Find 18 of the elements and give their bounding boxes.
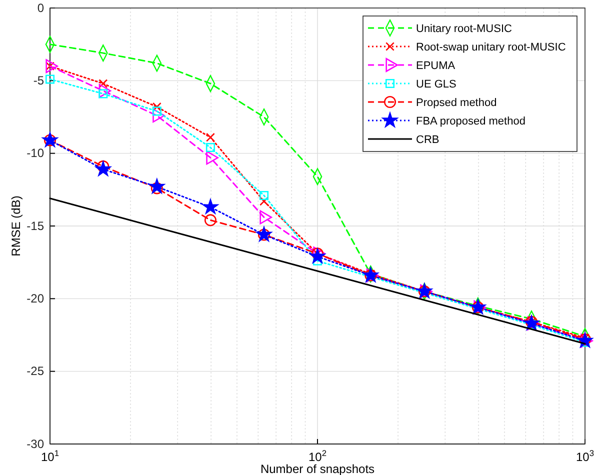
legend-label: UE GLS [416, 78, 456, 90]
legend-label: EPUMA [416, 60, 456, 72]
y-tick-label: -10 [26, 146, 44, 160]
legend-label: Propsed method [416, 97, 497, 109]
x-tick-label: 10$^{2}$ [308, 448, 327, 464]
y-axis-title: RMSE (dB) [9, 196, 23, 256]
legend-label: CRB [416, 134, 440, 146]
y-tick-label: -15 [26, 218, 44, 233]
x-tick-label: 10$^{3}$ [576, 448, 594, 464]
legend-label: FBA proposed method [416, 116, 526, 128]
y-tick-label: -30 [26, 436, 44, 451]
x-tick-label: 10$^{1}$ [40, 448, 60, 464]
y-tick-label: -5 [33, 74, 44, 88]
y-tick-label: -20 [26, 292, 44, 306]
legend-label: Root-swap unitary root-MUSIC [416, 42, 566, 54]
y-tick-label: 0 [37, 0, 44, 15]
legend-label: Unitary root-MUSIC [416, 23, 512, 35]
y-tick-label: -25 [26, 364, 44, 378]
